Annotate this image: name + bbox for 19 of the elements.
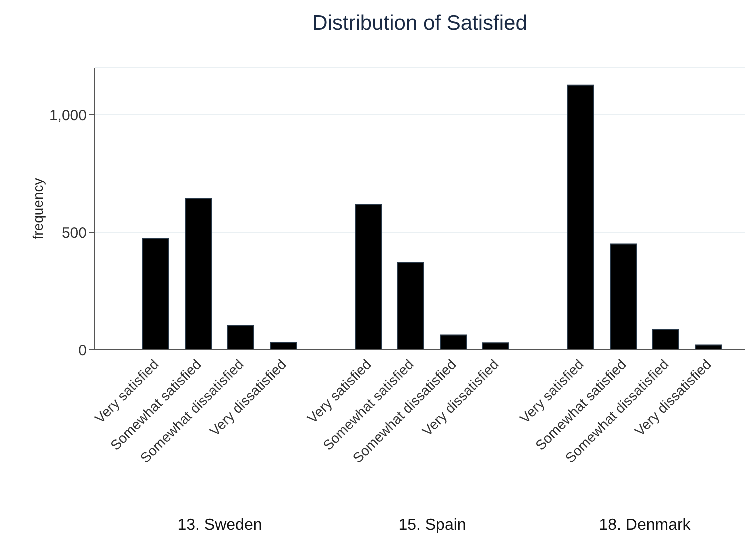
text: 15. Spain (398, 517, 468, 535)
bar (482, 342, 510, 350)
text: 18. Denmark (598, 517, 692, 535)
bar (398, 262, 424, 350)
y-tick-label: 1,000 (49, 107, 87, 124)
bar (568, 84, 594, 350)
bar (142, 238, 170, 350)
bar (440, 334, 467, 350)
bar (185, 198, 212, 350)
y-axis-title: frequency (30, 178, 46, 240)
bar (270, 342, 297, 350)
chart-title: Distribution of Satisfied (312, 12, 528, 36)
bar (652, 329, 680, 350)
y-tick-label: 500 (62, 224, 87, 242)
bar (355, 204, 382, 350)
bar (228, 325, 254, 350)
y-tick-label: 0 (78, 342, 87, 360)
text: 13. Sweden (176, 517, 264, 535)
bar (610, 244, 637, 350)
